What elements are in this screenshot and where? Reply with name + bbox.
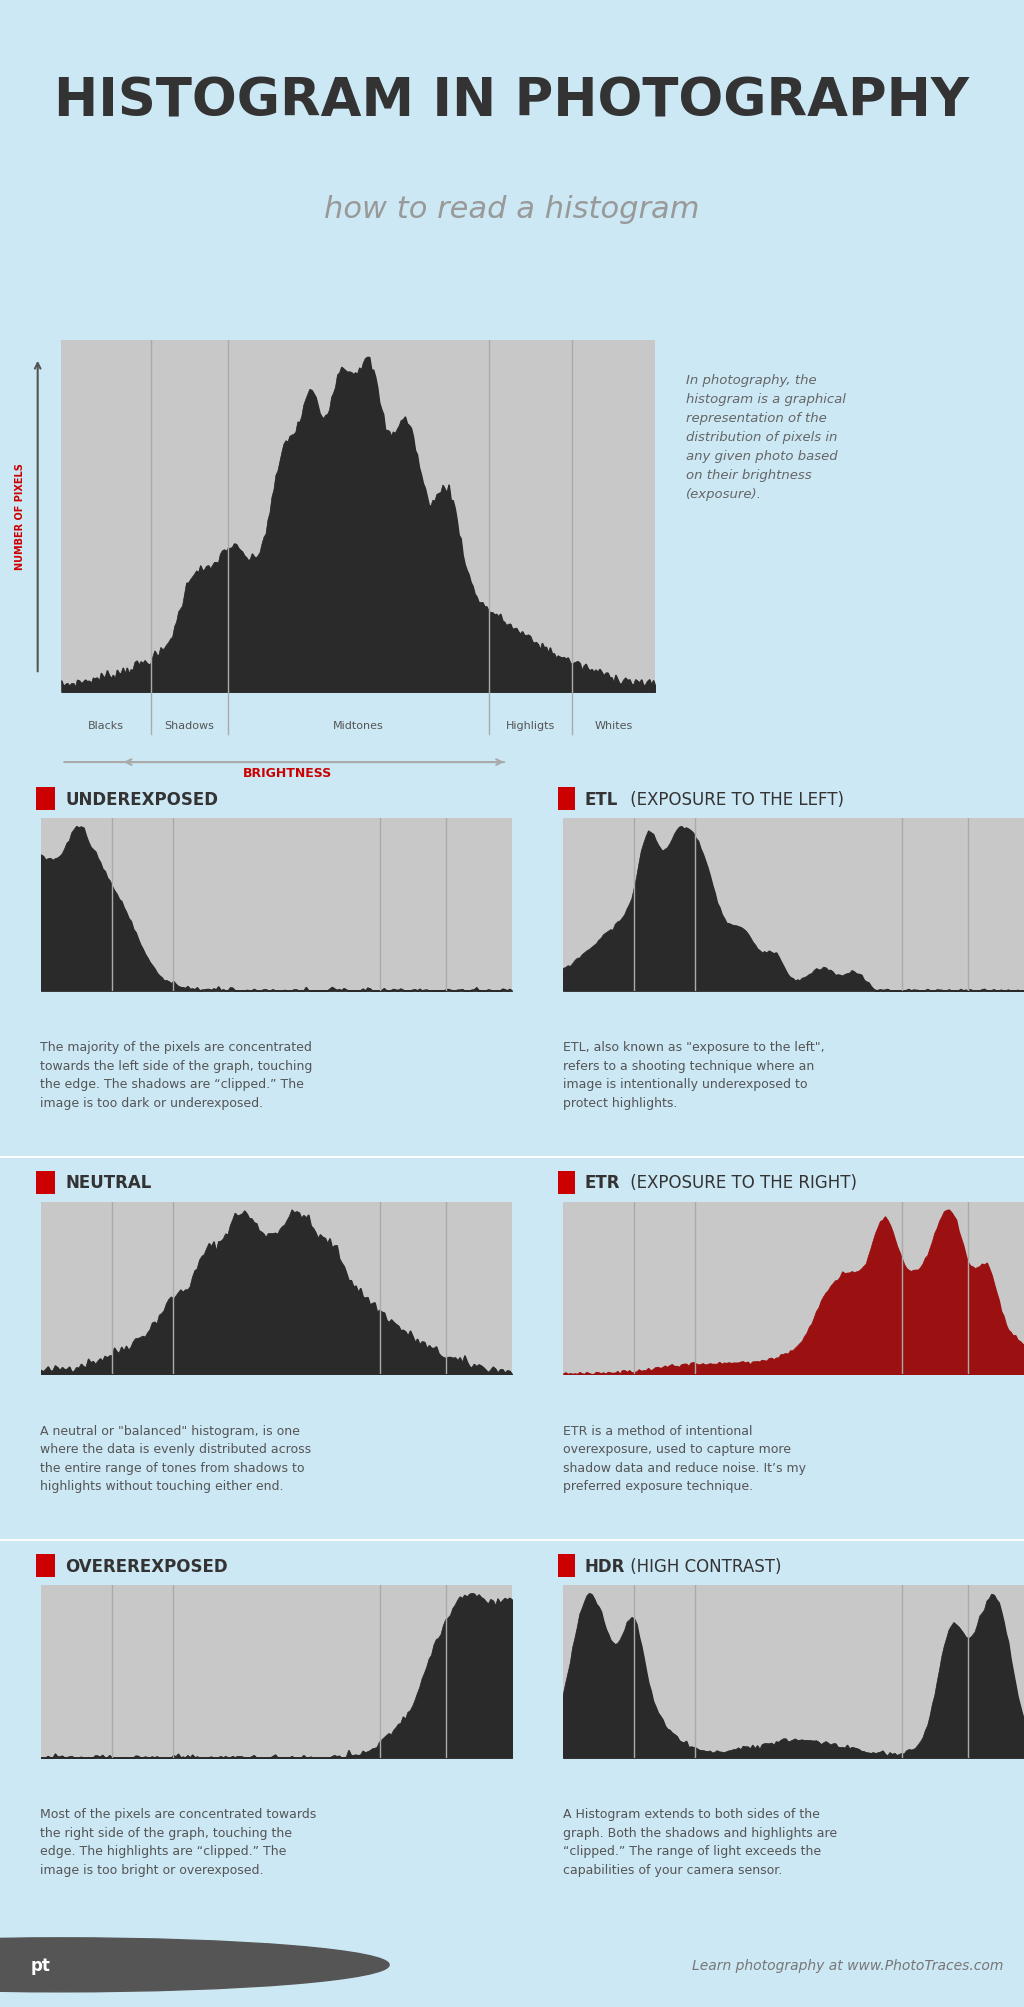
Text: OVEREREXPOSED: OVEREREXPOSED [66, 1557, 227, 1575]
Text: HISTOGRAM IN PHOTOGRAPHY: HISTOGRAM IN PHOTOGRAPHY [54, 76, 970, 128]
Bar [558, 1172, 575, 1194]
Text: (HIGH CONTRAST): (HIGH CONTRAST) [625, 1557, 781, 1575]
Text: ETR is a method of intentional
overexposure, used to capture more
shadow data an: ETR is a method of intentional overexpos… [562, 1425, 806, 1493]
Text: HDR: HDR [585, 1557, 626, 1575]
Text: Learn photography at www.PhotoTraces.com: Learn photography at www.PhotoTraces.com [692, 1959, 1004, 1971]
Text: The majority of the pixels are concentrated
towards the left side of the graph, : The majority of the pixels are concentra… [40, 1042, 312, 1110]
Bar [36, 1172, 55, 1194]
Text: NEUTRAL: NEUTRAL [66, 1174, 152, 1192]
Text: Whites: Whites [595, 721, 633, 731]
Text: Blacks: Blacks [88, 721, 124, 731]
Text: ETR: ETR [585, 1174, 621, 1192]
Circle shape [0, 1939, 389, 1991]
Text: (EXPOSURE TO THE RIGHT): (EXPOSURE TO THE RIGHT) [625, 1174, 857, 1192]
Bar [558, 1555, 575, 1578]
Text: A neutral or "balanced" histogram, is one
where the data is evenly distributed a: A neutral or "balanced" histogram, is on… [40, 1425, 311, 1493]
Text: In photography, the
histogram is a graphical
representation of the
distribution : In photography, the histogram is a graph… [686, 373, 846, 502]
Text: how to read a histogram: how to read a histogram [325, 195, 699, 225]
Text: NUMBER OF PIXELS: NUMBER OF PIXELS [15, 464, 25, 570]
Text: Most of the pixels are concentrated towards
the right side of the graph, touchin: Most of the pixels are concentrated towa… [40, 1808, 316, 1877]
Text: (EXPOSURE TO THE LEFT): (EXPOSURE TO THE LEFT) [625, 791, 844, 809]
Bar [36, 789, 55, 811]
Text: phototraces.com: phototraces.com [102, 1957, 247, 1973]
Text: ETL, also known as "exposure to the left",
refers to a shooting technique where : ETL, also known as "exposure to the left… [562, 1042, 824, 1110]
Text: UNDEREXPOSED: UNDEREXPOSED [66, 791, 218, 809]
Text: Shadows: Shadows [164, 721, 214, 731]
Text: BRIGHTNESS: BRIGHTNESS [243, 767, 332, 779]
Text: Highligts: Highligts [506, 721, 555, 731]
Text: Midtones: Midtones [333, 721, 384, 731]
Bar [558, 789, 575, 811]
Text: ETL: ETL [585, 791, 618, 809]
Bar [36, 1555, 55, 1578]
Text: A Histogram extends to both sides of the
graph. Both the shadows and highlights : A Histogram extends to both sides of the… [562, 1808, 837, 1877]
Text: pt: pt [31, 1957, 51, 1973]
